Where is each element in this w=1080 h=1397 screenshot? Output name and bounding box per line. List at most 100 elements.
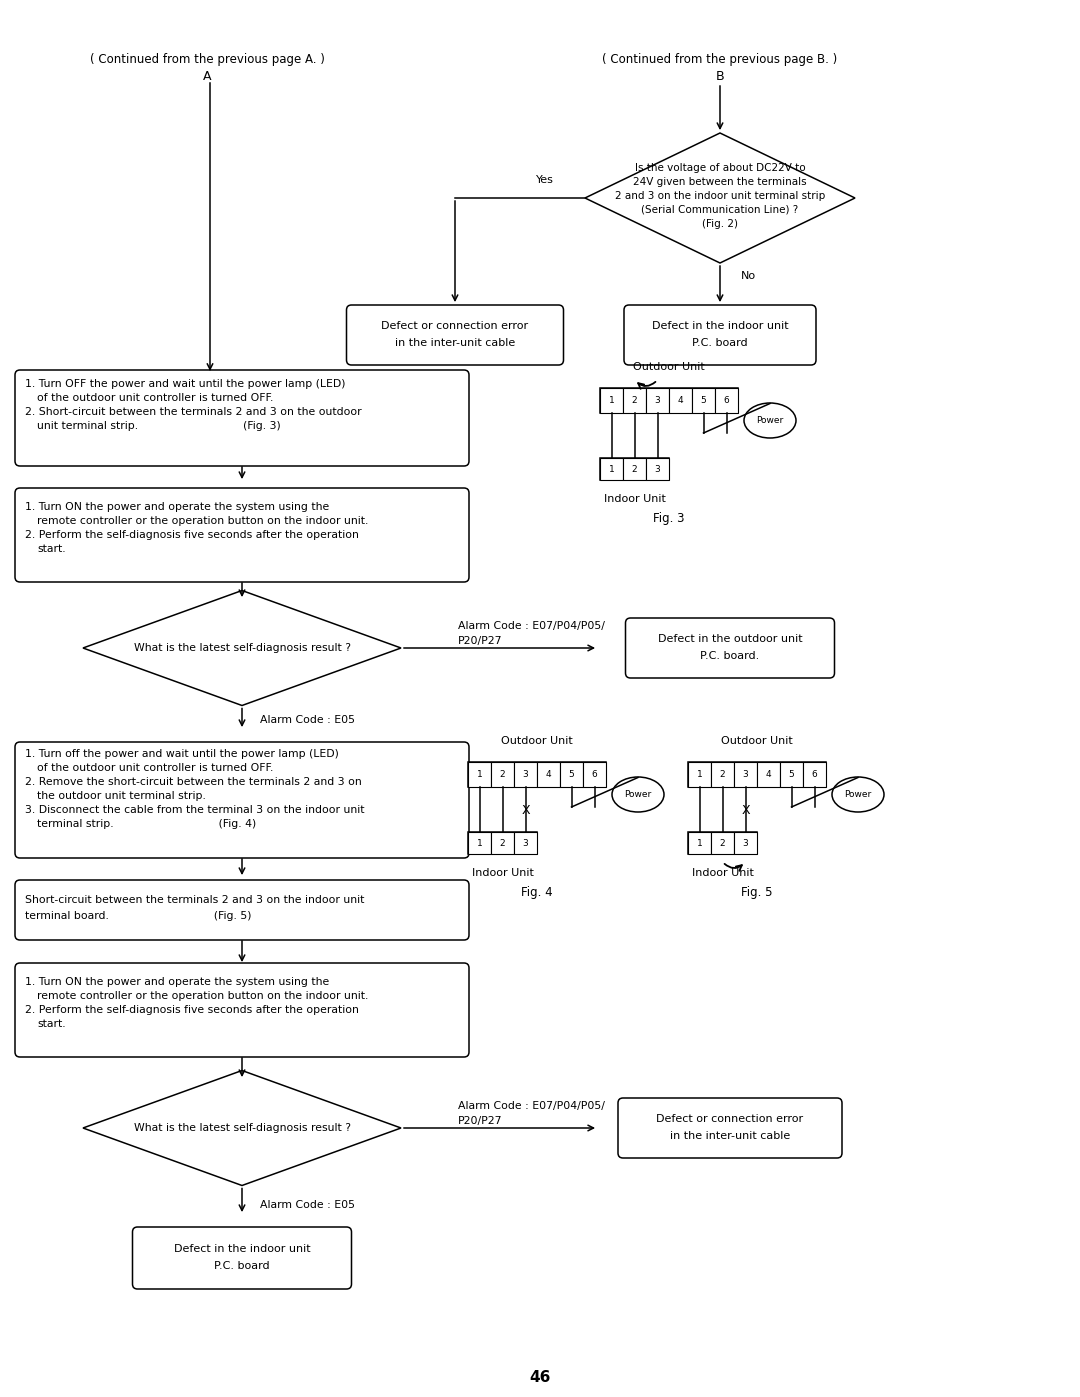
Ellipse shape [612, 777, 664, 812]
Text: 2: 2 [719, 838, 726, 848]
Text: Defect in the outdoor unit: Defect in the outdoor unit [658, 634, 802, 644]
Bar [583, 761, 606, 787]
Text: 1. Turn ON the power and operate the system using the: 1. Turn ON the power and operate the sys… [25, 977, 329, 988]
Text: 6: 6 [724, 395, 729, 405]
Text: 1. Turn off the power and wait until the power lamp (LED): 1. Turn off the power and wait until the… [25, 749, 339, 759]
Text: Defect or connection error: Defect or connection error [381, 321, 528, 331]
Text: Indoor Unit: Indoor Unit [691, 868, 754, 877]
Text: 2. Remove the short-circuit between the terminals 2 and 3 on: 2. Remove the short-circuit between the … [25, 777, 362, 787]
Text: Defect in the indoor unit: Defect in the indoor unit [174, 1243, 310, 1255]
Bar [491, 833, 514, 854]
Text: Outdoor Unit: Outdoor Unit [633, 362, 705, 372]
Text: P.C. board: P.C. board [692, 338, 747, 348]
Text: Outdoor Unit: Outdoor Unit [501, 736, 572, 746]
Text: Yes: Yes [536, 175, 554, 184]
Text: Fig. 5: Fig. 5 [741, 886, 773, 900]
Text: (Fig. 2): (Fig. 2) [702, 219, 738, 229]
Text: start.: start. [37, 1018, 66, 1030]
Text: 4: 4 [545, 770, 551, 780]
Bar [468, 833, 491, 854]
FancyBboxPatch shape [15, 488, 469, 583]
Text: X: X [522, 805, 530, 817]
Text: Is the voltage of about DC22V to: Is the voltage of about DC22V to [635, 163, 806, 173]
Text: P.C. board: P.C. board [214, 1261, 270, 1271]
Text: remote controller or the operation button on the indoor unit.: remote controller or the operation butto… [37, 990, 368, 1002]
Bar [468, 833, 537, 854]
FancyBboxPatch shape [15, 963, 469, 1058]
Bar [711, 761, 734, 787]
Bar [646, 458, 669, 481]
Bar [757, 761, 780, 787]
Text: 2. Short-circuit between the terminals 2 and 3 on the outdoor: 2. Short-circuit between the terminals 2… [25, 407, 362, 416]
Text: start.: start. [37, 543, 66, 555]
Text: No: No [741, 271, 756, 281]
Text: Outdoor Unit: Outdoor Unit [721, 736, 793, 746]
Text: P20/P27: P20/P27 [458, 1116, 502, 1126]
Text: Fig. 3: Fig. 3 [653, 511, 685, 525]
Text: Defect in the indoor unit: Defect in the indoor unit [651, 321, 788, 331]
Text: Fig. 4: Fig. 4 [522, 886, 553, 900]
Text: 3: 3 [654, 464, 660, 474]
Text: 2 and 3 on the indoor unit terminal strip: 2 and 3 on the indoor unit terminal stri… [615, 191, 825, 201]
FancyBboxPatch shape [133, 1227, 351, 1289]
Text: 2: 2 [719, 770, 726, 780]
Text: 46: 46 [529, 1370, 551, 1386]
Polygon shape [585, 133, 855, 263]
Text: What is the latest self-diagnosis result ?: What is the latest self-diagnosis result… [134, 1123, 351, 1133]
Text: Short-circuit between the terminals 2 and 3 on the indoor unit: Short-circuit between the terminals 2 an… [25, 895, 364, 905]
FancyBboxPatch shape [624, 305, 816, 365]
Text: 4: 4 [766, 770, 771, 780]
Text: in the inter-unit cable: in the inter-unit cable [395, 338, 515, 348]
FancyBboxPatch shape [618, 1098, 842, 1158]
Text: 2: 2 [500, 770, 505, 780]
Bar [734, 761, 757, 787]
Text: 3: 3 [523, 838, 528, 848]
Text: 2. Perform the self-diagnosis five seconds after the operation: 2. Perform the self-diagnosis five secon… [25, 1004, 359, 1016]
Bar [669, 388, 692, 414]
FancyBboxPatch shape [15, 370, 469, 467]
Text: 1: 1 [609, 464, 615, 474]
FancyBboxPatch shape [347, 305, 564, 365]
Text: B: B [716, 70, 725, 82]
Text: 2. Perform the self-diagnosis five seconds after the operation: 2. Perform the self-diagnosis five secon… [25, 529, 359, 541]
Text: of the outdoor unit controller is turned OFF.: of the outdoor unit controller is turned… [37, 763, 273, 773]
FancyBboxPatch shape [15, 742, 469, 858]
Bar [623, 458, 646, 481]
Text: 1: 1 [476, 838, 483, 848]
Text: 1: 1 [697, 838, 702, 848]
Text: 5: 5 [701, 395, 706, 405]
Text: What is the latest self-diagnosis result ?: What is the latest self-diagnosis result… [134, 643, 351, 652]
Bar [646, 388, 669, 414]
Text: 6: 6 [592, 770, 597, 780]
Text: 2: 2 [632, 464, 637, 474]
Bar [600, 388, 738, 414]
Text: Indoor Unit: Indoor Unit [604, 495, 665, 504]
FancyBboxPatch shape [625, 617, 835, 678]
Text: 3. Disconnect the cable from the terminal 3 on the indoor unit: 3. Disconnect the cable from the termina… [25, 805, 365, 814]
Text: 5: 5 [569, 770, 575, 780]
Bar [804, 761, 826, 787]
Text: X: X [741, 805, 750, 817]
Text: Alarm Code : E07/P04/P05/: Alarm Code : E07/P04/P05/ [458, 1101, 605, 1111]
Bar [688, 833, 757, 854]
Bar [688, 833, 711, 854]
Text: Alarm Code : E05: Alarm Code : E05 [260, 715, 355, 725]
Text: Power: Power [756, 416, 784, 425]
Text: in the inter-unit cable: in the inter-unit cable [670, 1132, 791, 1141]
Text: remote controller or the operation button on the indoor unit.: remote controller or the operation butto… [37, 515, 368, 527]
Text: 1. Turn OFF the power and wait until the power lamp (LED): 1. Turn OFF the power and wait until the… [25, 379, 346, 388]
Bar [780, 761, 804, 787]
Text: 24V given between the terminals: 24V given between the terminals [633, 177, 807, 187]
Text: terminal board.                              (Fig. 5): terminal board. (Fig. 5) [25, 911, 252, 921]
Text: 1. Turn ON the power and operate the system using the: 1. Turn ON the power and operate the sys… [25, 502, 329, 511]
Text: Defect or connection error: Defect or connection error [657, 1113, 804, 1125]
Text: Indoor Unit: Indoor Unit [472, 868, 534, 877]
Bar [715, 388, 738, 414]
Ellipse shape [744, 402, 796, 439]
Bar [711, 833, 734, 854]
Bar [600, 458, 669, 481]
Text: 2: 2 [632, 395, 637, 405]
FancyBboxPatch shape [15, 880, 469, 940]
Bar [600, 458, 623, 481]
Bar [692, 388, 715, 414]
